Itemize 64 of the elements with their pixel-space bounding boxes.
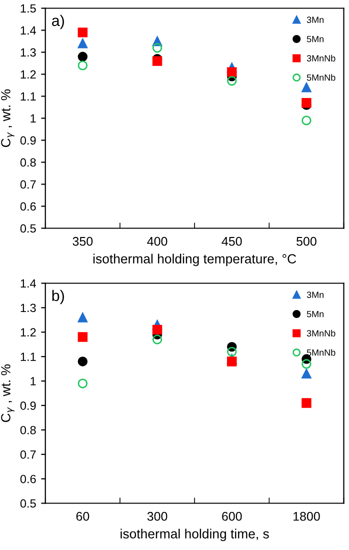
point	[227, 356, 237, 366]
x-tick-label: 350	[72, 236, 93, 246]
y-tick-label: 1.5	[20, 4, 36, 13]
legend-label: 3Mn	[306, 292, 324, 298]
point	[78, 60, 88, 70]
point	[78, 28, 88, 38]
legend-label: 3MnNb	[306, 54, 336, 62]
point	[227, 76, 237, 86]
y-tick-label: 1.3	[20, 304, 36, 312]
point	[78, 312, 88, 322]
x-tick-label: 600	[222, 512, 242, 521]
y-tick-label: 0.5	[20, 224, 36, 233]
annotation: a)	[52, 14, 64, 30]
point	[152, 324, 162, 335]
point	[302, 359, 312, 369]
y-tick-label: 0.9	[20, 136, 36, 145]
legend-label: 5MnNb	[306, 349, 336, 356]
y-tick-label: 0.8	[20, 426, 36, 434]
point	[78, 38, 88, 48]
point	[152, 42, 162, 53]
legend-label: 3MnNb	[306, 330, 336, 337]
point	[78, 356, 88, 366]
y-tick-label: 1.2	[20, 70, 36, 79]
annotation: b)	[52, 290, 64, 304]
point	[78, 52, 88, 62]
y-tick-label: 1.2	[20, 328, 36, 336]
y-tick-label: 0.8	[20, 158, 36, 167]
x-tick-label: 450	[222, 236, 242, 246]
x-axis-title: isothermal holding temperature, °C	[93, 254, 296, 266]
legend-label: 5Mn	[306, 36, 324, 42]
y-axis-title: C$_{γ}$ , wt. %	[1, 364, 14, 422]
y-tick-label: 0.5	[20, 499, 36, 508]
point	[302, 368, 312, 379]
x-axis-title: isothermal holding time, s	[120, 528, 269, 542]
point	[78, 378, 88, 388]
legend-label: 5Mn	[306, 310, 324, 318]
y-tick-label: 0.7	[20, 180, 36, 189]
y-tick-label: 1.1	[20, 92, 36, 101]
x-tick-label: 500	[296, 236, 316, 246]
x-tick-label: 60	[76, 512, 90, 521]
point	[302, 116, 312, 126]
x-tick-label: 400	[147, 236, 168, 246]
y-tick-label: 1.4	[20, 279, 36, 288]
legend-label: 5MnNb	[306, 74, 336, 81]
y-tick-label: 1	[30, 377, 36, 386]
y-tick-label: 1.1	[20, 352, 36, 361]
point	[152, 334, 162, 344]
point	[227, 67, 237, 77]
x-tick-label: 1800	[294, 512, 320, 521]
point	[302, 98, 312, 108]
y-tick-label: 0.9	[20, 402, 36, 410]
y-tick-label: 1	[30, 114, 36, 123]
y-tick-label: 1.4	[20, 26, 36, 35]
y-tick-label: 0.7	[20, 450, 36, 459]
y-axis-title: C$_{γ}$ , wt. %	[1, 89, 14, 148]
point	[302, 82, 312, 92]
point	[78, 332, 88, 342]
x-tick-label: 300	[147, 512, 168, 521]
legend-label: 3Mn	[306, 16, 324, 24]
y-tick-label: 0.6	[20, 202, 36, 211]
y-tick-label: 1.3	[20, 48, 36, 57]
point	[227, 346, 237, 357]
point	[302, 398, 312, 408]
y-tick-label: 0.6	[20, 474, 36, 484]
